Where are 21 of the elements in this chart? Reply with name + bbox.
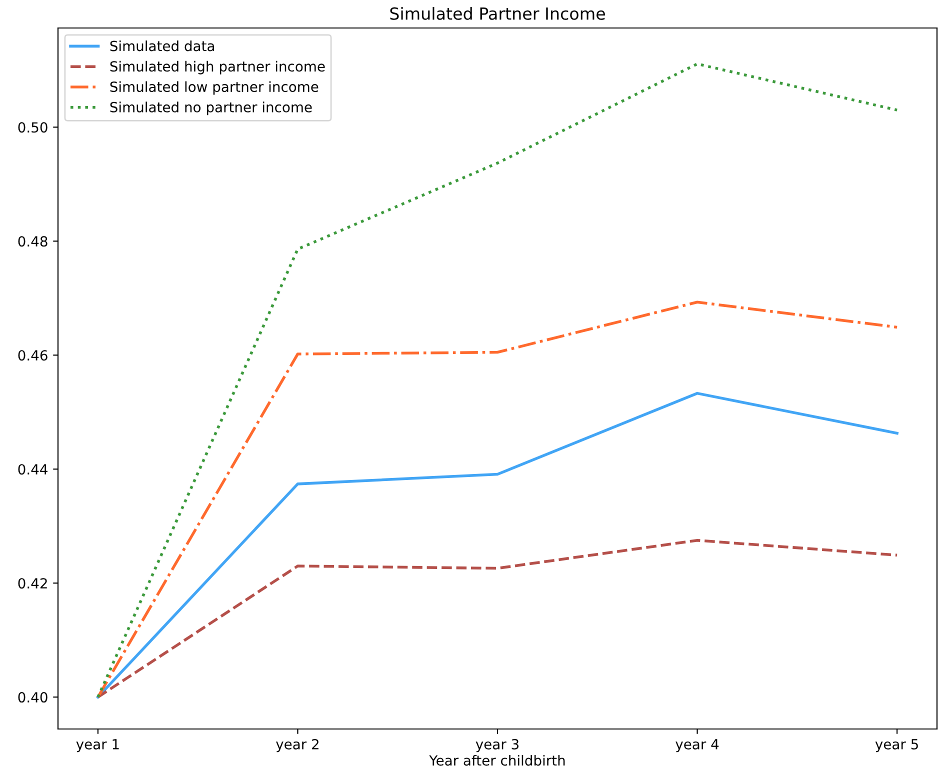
y-tick-label: 0.40 [18,692,48,703]
y-tick-label: 0.46 [18,350,48,361]
y-tick-label: 0.42 [18,578,47,589]
legend-label: Simulated low partner income [110,81,318,95]
x-tick-label: year 5 [875,739,918,752]
line-series [96,300,898,698]
line-series [96,62,898,698]
legend-label: Simulated data [110,40,214,52]
y-tick-label: 0.48 [18,236,48,247]
chart-title: Simulated Partner Income [390,7,605,20]
legend-label: Simulated high partner income [110,60,325,74]
line-series [96,392,898,698]
x-tick-label: year 4 [676,739,719,752]
legend-label: Simulated no partner income [110,102,312,116]
x-tick-label: year 3 [476,738,519,752]
y-tick-label: 0.50 [18,122,48,133]
y-tick-label: 0.44 [18,464,48,475]
x-axis-title: Year after childbirth [429,754,565,766]
x-tick-label: year 2 [276,738,318,752]
line-series [96,538,898,698]
x-tick-label: year 1 [76,739,119,752]
